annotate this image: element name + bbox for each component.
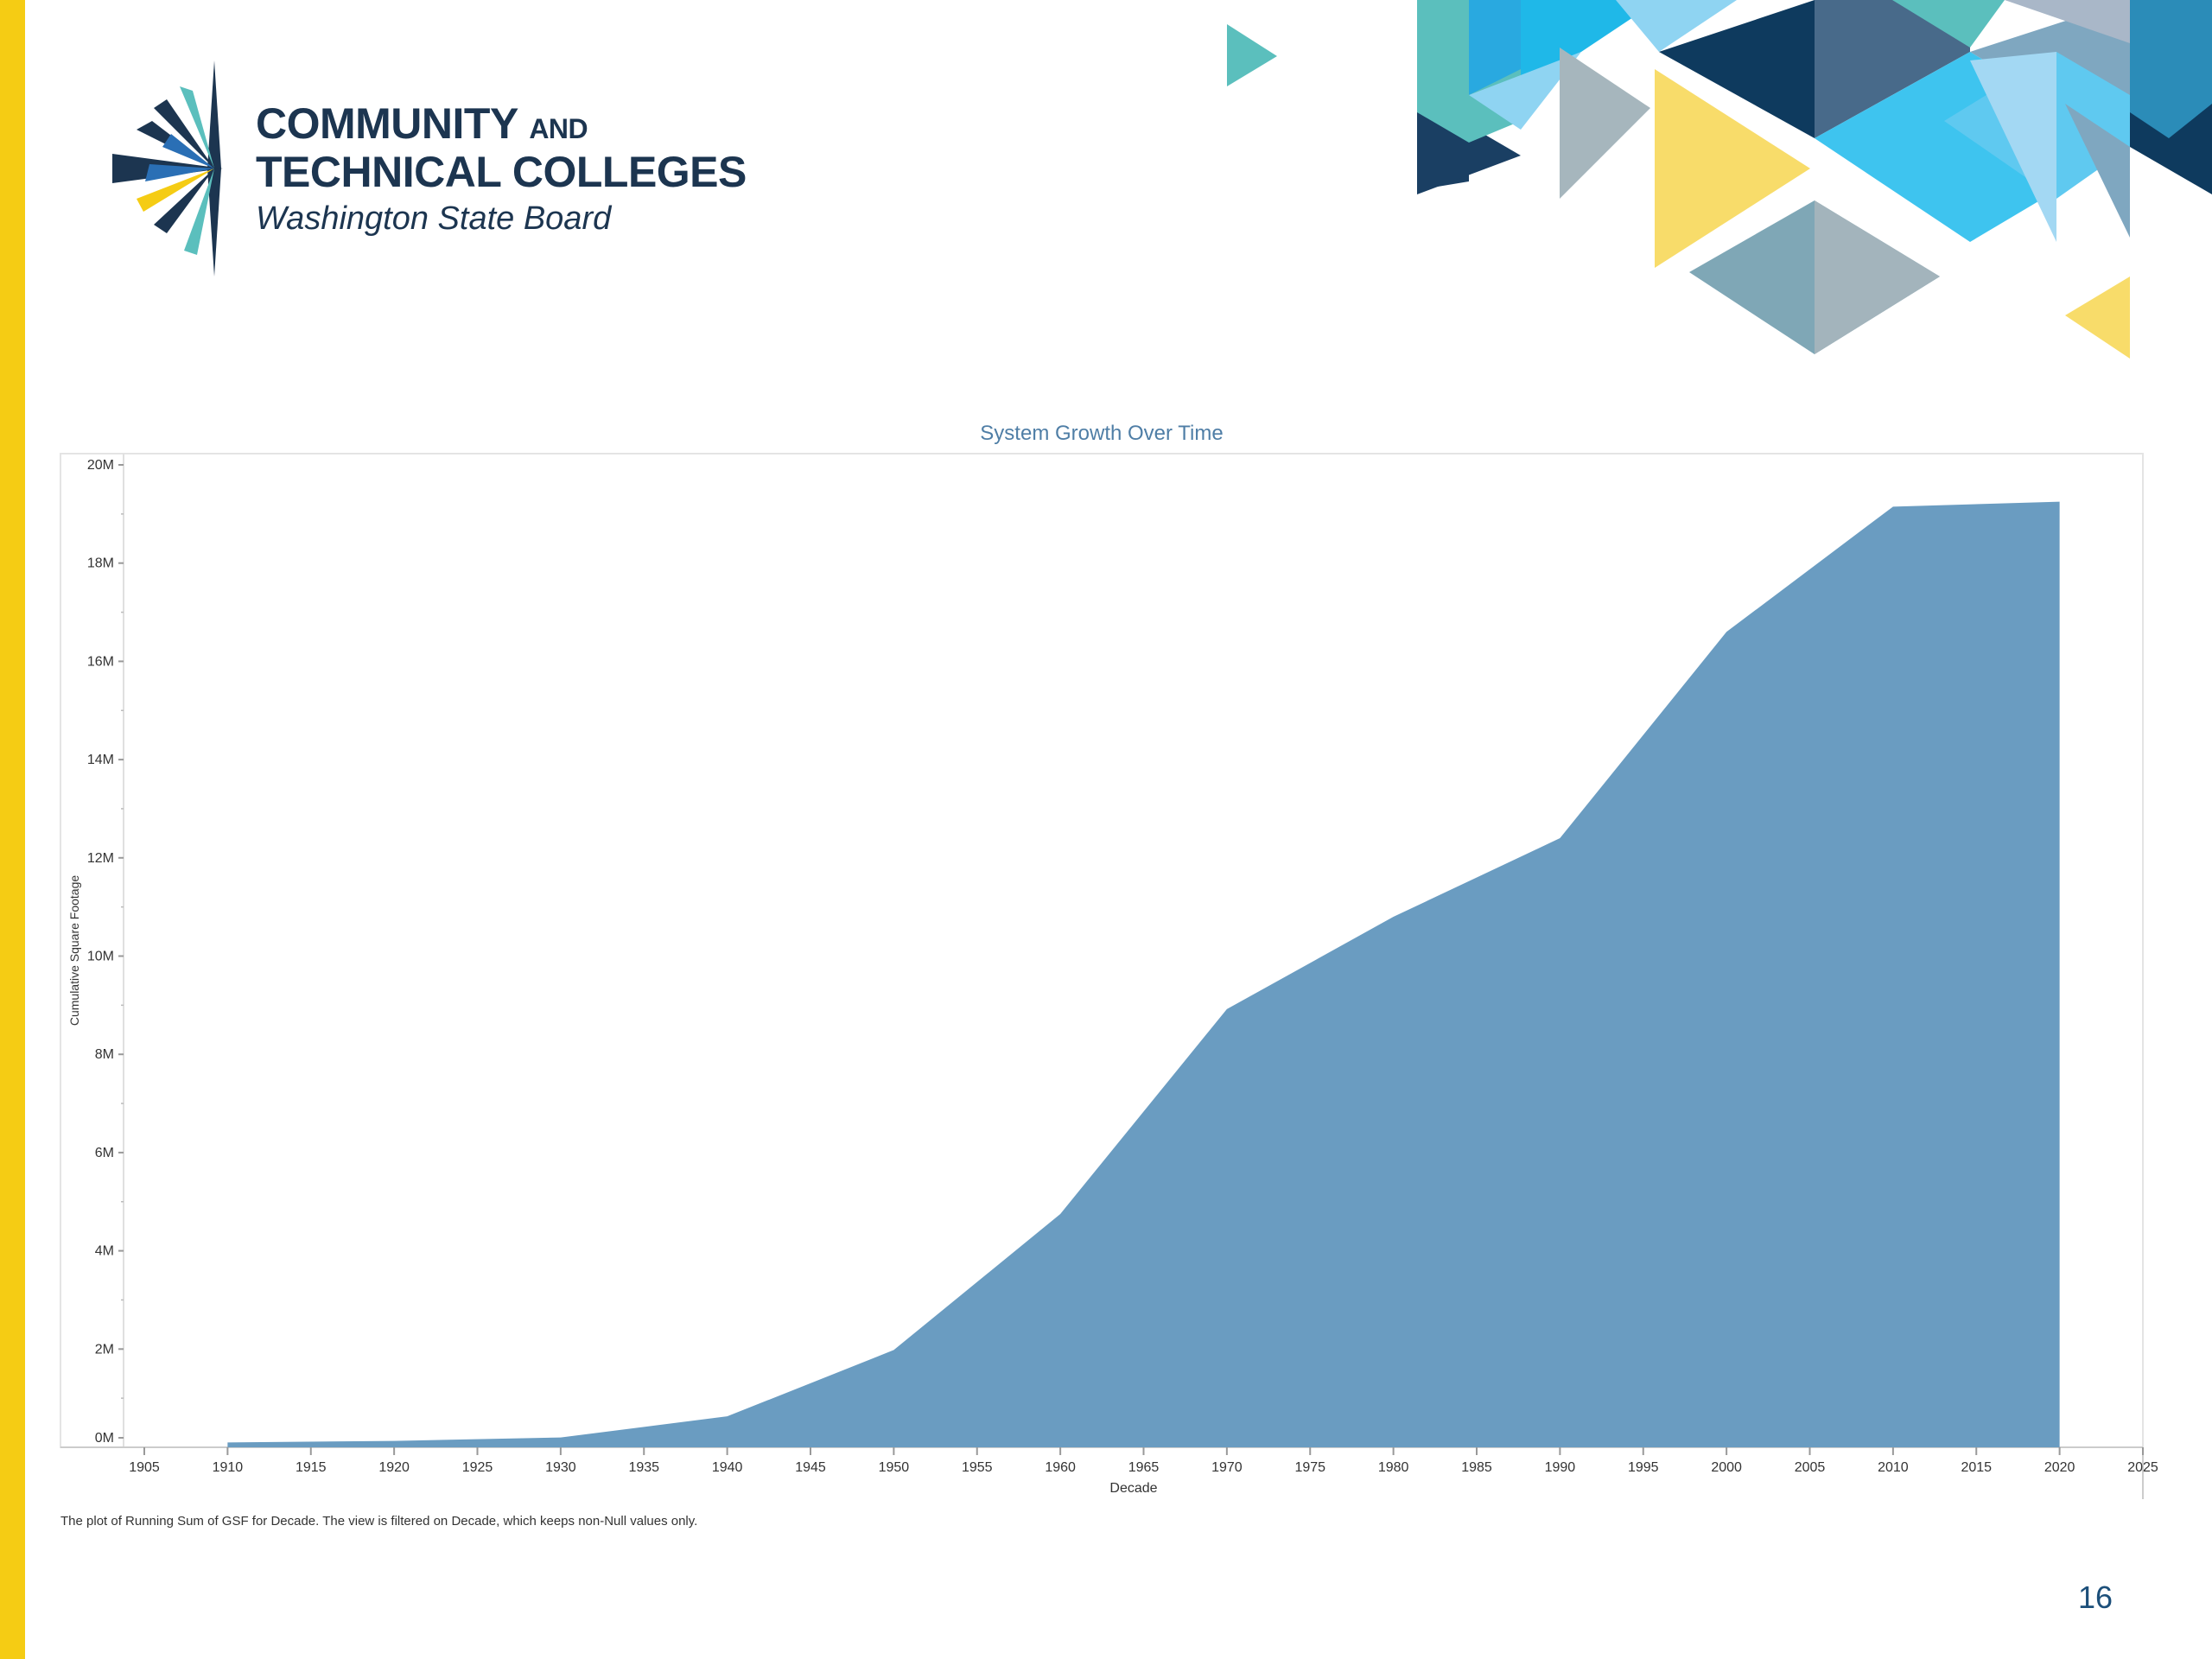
x-tick-label-1950: 1950 — [879, 1460, 910, 1475]
y-tick-label-20M: 20M — [87, 458, 114, 473]
x-tick-label-1925: 1925 — [462, 1460, 493, 1475]
x-tick-label-2000: 2000 — [1711, 1460, 1742, 1475]
x-tick-label-1995: 1995 — [1628, 1460, 1659, 1475]
logo-wordmark: COMMUNITY AND TECHNICAL COLLEGES Washing… — [256, 102, 747, 240]
y-tick-label-14M: 14M — [87, 753, 114, 767]
y-tick-label-0M: 0M — [95, 1431, 114, 1446]
x-tick-label-1945: 1945 — [795, 1460, 826, 1475]
y-tick-label-12M: 12M — [87, 851, 114, 866]
logo-line1-suffix: AND — [529, 113, 588, 144]
x-tick-label-2020: 2020 — [2044, 1460, 2075, 1475]
x-tick-label-1910: 1910 — [213, 1460, 244, 1475]
y-tick-label-4M: 4M — [95, 1244, 114, 1259]
x-tick-label-1960: 1960 — [1045, 1460, 1076, 1475]
x-tick-label-1915: 1915 — [296, 1460, 327, 1475]
x-tick-label-1965: 1965 — [1128, 1460, 1160, 1475]
x-tick-label-2010: 2010 — [1878, 1460, 1909, 1475]
x-tick-label-1985: 1985 — [1461, 1460, 1492, 1475]
x-tick-label-1935: 1935 — [628, 1460, 659, 1475]
x-tick-label-2025: 2025 — [2127, 1460, 2158, 1475]
x-tick-label-1905: 1905 — [129, 1460, 160, 1475]
decorative-triangles — [1227, 0, 2212, 359]
x-axis-label: Decade — [1109, 1481, 1157, 1496]
y-tick-label-2M: 2M — [95, 1342, 114, 1357]
y-tick-label-8M: 8M — [95, 1047, 114, 1062]
logo-star-icon — [112, 60, 223, 276]
chart-title: System Growth Over Time — [980, 422, 1223, 445]
x-tick-label-1930: 1930 — [545, 1460, 576, 1475]
x-tick-label-1990: 1990 — [1545, 1460, 1576, 1475]
chart-footnote: The plot of Running Sum of GSF for Decad… — [60, 1514, 697, 1529]
x-tick-label-1920: 1920 — [378, 1460, 410, 1475]
area-series — [227, 501, 2060, 1448]
x-tick-label-1975: 1975 — [1294, 1460, 1325, 1475]
logo-line1: COMMUNITY — [256, 99, 518, 148]
x-tick-label-1980: 1980 — [1378, 1460, 1409, 1475]
x-tick-label-1955: 1955 — [962, 1460, 993, 1475]
left-accent-bar — [0, 0, 25, 1659]
page-number: 16 — [2078, 1580, 2113, 1615]
logo-line2: TECHNICAL COLLEGES — [256, 148, 747, 196]
x-tick-label-1970: 1970 — [1211, 1460, 1243, 1475]
x-tick-label-1940: 1940 — [712, 1460, 743, 1475]
x-tick-label-2015: 2015 — [1961, 1460, 1992, 1475]
x-tick-label-2005: 2005 — [1795, 1460, 1826, 1475]
logo-line3: Washington State Board — [256, 200, 612, 237]
y-tick-label-16M: 16M — [87, 654, 114, 669]
y-tick-label-10M: 10M — [87, 950, 114, 964]
y-tick-label-18M: 18M — [87, 556, 114, 571]
y-tick-label-6M: 6M — [95, 1146, 114, 1160]
y-axis-label: Cumulative Square Footage — [67, 875, 81, 1027]
